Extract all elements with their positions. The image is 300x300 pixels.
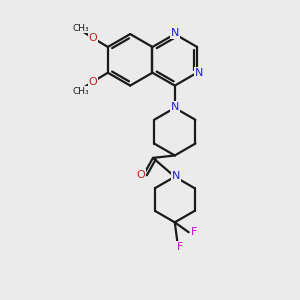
Text: N: N: [195, 68, 203, 78]
Text: F: F: [190, 227, 197, 237]
Text: O: O: [137, 170, 146, 180]
Text: CH₃: CH₃: [72, 87, 89, 96]
Text: N: N: [172, 171, 180, 181]
Text: CH₃: CH₃: [72, 24, 89, 33]
Text: O: O: [88, 76, 98, 87]
Text: N: N: [171, 28, 179, 38]
Text: F: F: [177, 242, 183, 252]
Text: N: N: [171, 102, 179, 112]
Text: O: O: [88, 33, 98, 43]
